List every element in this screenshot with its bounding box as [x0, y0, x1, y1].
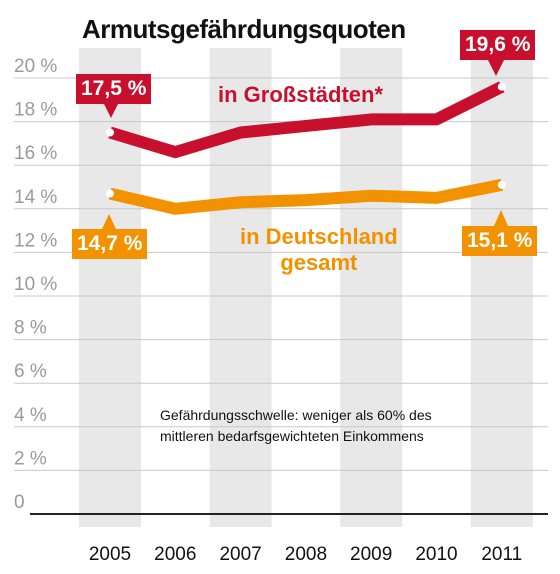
y-tick-label: 10 % — [14, 274, 57, 295]
threshold-note-line1: Gefährdungsschwelle: weniger als 60% des — [160, 407, 432, 423]
y-tick-label: 20 % — [14, 56, 57, 77]
year-band-2009 — [340, 48, 403, 527]
year-band-2011 — [470, 48, 533, 527]
data-point-marker — [497, 180, 506, 189]
badge-pointer — [104, 104, 118, 118]
x-tick-label: 2009 — [350, 544, 392, 565]
badge-big-city-2011: 19,6 % — [460, 30, 536, 60]
series-label-big-city: in Großstädten* — [218, 82, 384, 107]
y-tick-label: 12 % — [14, 230, 57, 251]
series-label-germany-line1: in Deutschland — [240, 224, 398, 249]
x-tick-label: 2010 — [415, 544, 457, 565]
y-tick-label: 18 % — [14, 100, 57, 121]
x-tick-label: 2011 — [481, 544, 522, 565]
y-tick-label: 0 — [14, 492, 25, 513]
data-point-marker — [497, 82, 506, 91]
series-label-germany-line2: gesamt — [280, 250, 358, 275]
badge-germany-2011: 15,1 % — [462, 226, 538, 256]
x-tick-label: 2005 — [89, 544, 131, 565]
y-tick-label: 4 % — [14, 405, 47, 426]
x-tick-label: 2007 — [219, 544, 261, 565]
year-band-2005 — [79, 48, 141, 527]
badge-pointer — [488, 60, 504, 76]
year-band-2007 — [209, 48, 272, 527]
badge-big-city-2005: 17,5 % — [76, 74, 152, 104]
data-point-marker — [106, 128, 114, 137]
y-tick-label: 14 % — [14, 187, 57, 208]
threshold-note-line2: mittleren bedarfsgewichteten Einkommens — [160, 428, 424, 444]
x-tick-label: 2006 — [154, 544, 196, 565]
data-point-marker — [106, 189, 114, 198]
series-label-germany: in Deutschland gesamt — [240, 224, 398, 276]
badge-germany-2005: 14,7 % — [72, 229, 148, 259]
y-tick-label: 16 % — [14, 143, 57, 164]
series-line-1 — [108, 178, 503, 215]
x-tick-label: 2008 — [285, 544, 327, 565]
chart-title: Armutsgefährdungsquoten — [82, 14, 406, 44]
y-tick-label: 2 % — [14, 448, 47, 469]
series-line-0 — [108, 81, 505, 159]
badge-pointer — [102, 214, 116, 229]
y-tick-label: 6 % — [14, 361, 47, 382]
y-tick-label: 8 % — [14, 318, 47, 339]
threshold-note: Gefährdungsschwelle: weniger als 60% des… — [160, 405, 432, 447]
badge-pointer — [494, 210, 508, 226]
